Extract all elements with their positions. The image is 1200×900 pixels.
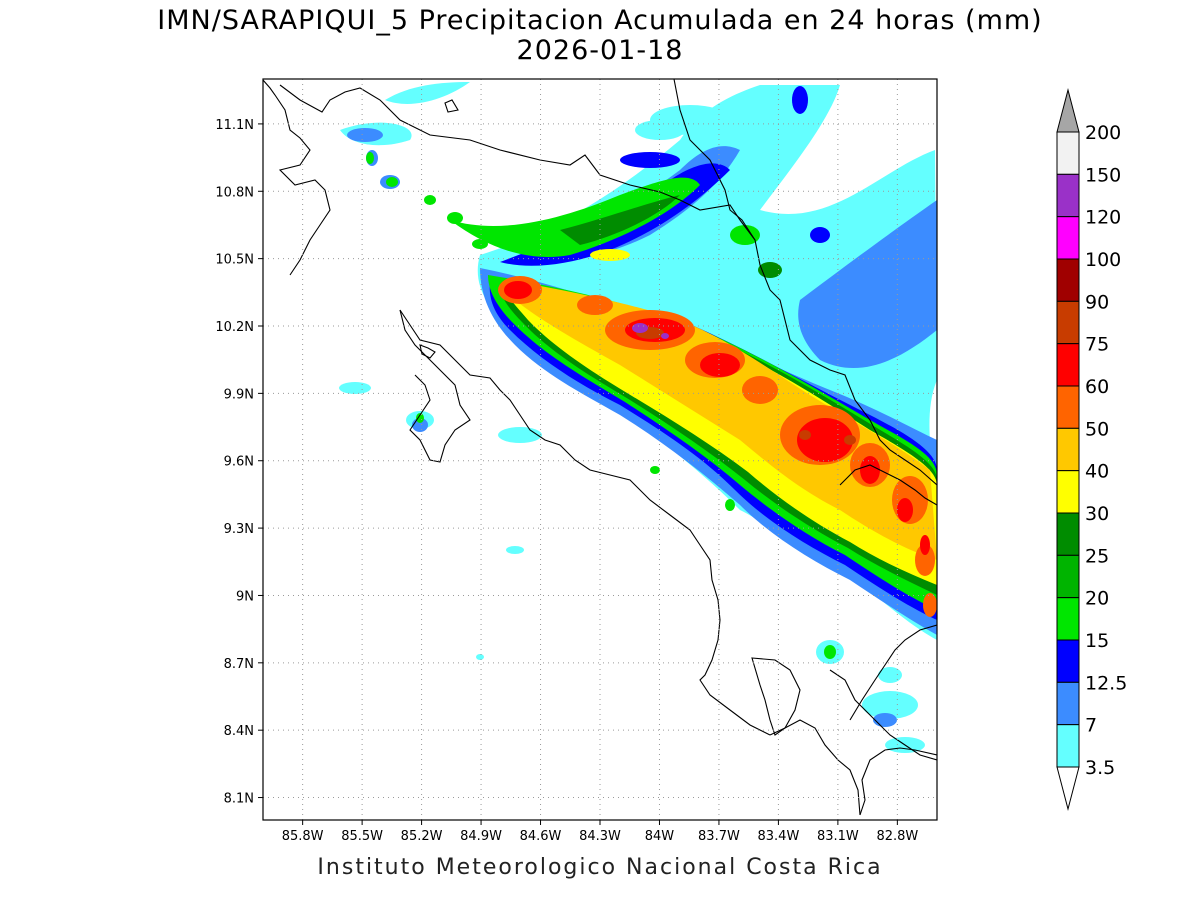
- colorbar-label: 30: [1085, 503, 1109, 525]
- y-tick-label: 8.4N: [224, 724, 254, 739]
- colorbar-label: 150: [1085, 164, 1121, 186]
- colorbar-label: 25: [1085, 545, 1109, 567]
- colorbar-label: 100: [1085, 249, 1121, 271]
- colorbar: 200 150 120 100 90 75 60 50 40 30 25 20 15 12.5 7 3.5: [1056, 88, 1127, 811]
- colorbar-bottom-arrow: [1056, 766, 1080, 811]
- x-tick-label: 84.9W: [460, 829, 502, 844]
- colorbar-swatch: [1056, 681, 1080, 726]
- colorbar-label: 200: [1085, 122, 1121, 144]
- precipitation-field: [339, 82, 937, 753]
- colorbar-label: 90: [1085, 291, 1109, 313]
- y-tick-label: 10.5N: [215, 253, 254, 268]
- y-tick-label: 9.9N: [224, 387, 254, 402]
- y-tick-label: 9N: [236, 589, 254, 604]
- colorbar-swatch: [1056, 131, 1080, 175]
- colorbar-label: 15: [1085, 630, 1109, 652]
- colorbar-swatch: [1056, 470, 1080, 514]
- colorbar-label: 7: [1085, 715, 1097, 737]
- colorbar-swatch: [1056, 258, 1080, 302]
- colorbar-label: 20: [1085, 588, 1109, 610]
- x-tick-label: 82.8W: [876, 829, 918, 844]
- colorbar-swatch: [1056, 173, 1080, 218]
- x-tick-label: 83.1W: [817, 829, 859, 844]
- y-axis: 11.1N 10.8N 10.5N 10.2N 9.9N 9.6N 9.3N 9N 8.7N 8.…: [215, 118, 263, 807]
- colorbar-label: 50: [1085, 418, 1109, 440]
- map-title: IMN/SARAPIQUI_5 Precipitacion Acumulada …: [157, 5, 1043, 36]
- colorbar-swatch: [1056, 597, 1080, 641]
- footer-credit: Instituto Meteorologico Nacional Costa R…: [317, 855, 883, 880]
- x-axis: 85.8W 85.5W 85.2W 84.9W 84.6W 84.3W 84W 83.7W 83…: [282, 820, 918, 844]
- colorbar-label: 40: [1085, 461, 1109, 483]
- y-tick-label: 8.7N: [224, 657, 254, 672]
- y-tick-label: 10.2N: [215, 320, 254, 335]
- colorbar-swatch: [1056, 554, 1080, 599]
- x-tick-label: 84.3W: [579, 829, 621, 844]
- x-tick-label: 85.2W: [401, 829, 443, 844]
- colorbar-swatch: [1056, 724, 1080, 768]
- x-tick-label: 85.5W: [341, 829, 383, 844]
- x-tick-label: 85.8W: [282, 829, 324, 844]
- coastlines: [263, 79, 937, 816]
- colorbar-swatch: [1056, 385, 1080, 429]
- colorbar-swatch: [1056, 639, 1080, 683]
- colorbar-label: 120: [1085, 207, 1121, 229]
- colorbar-label: 75: [1085, 334, 1109, 356]
- colorbar-swatch: [1056, 427, 1080, 472]
- x-tick-label: 83.4W: [758, 829, 800, 844]
- colorbar-swatch: [1056, 300, 1080, 345]
- y-tick-label: 9.6N: [224, 455, 254, 470]
- colorbar-swatch: [1056, 343, 1080, 387]
- grid-lines: [263, 79, 937, 820]
- y-tick-label: 10.8N: [215, 185, 254, 200]
- colorbar-label: 12.5: [1085, 672, 1127, 694]
- x-tick-label: 84W: [645, 829, 675, 844]
- colorbar-top-arrow: [1056, 88, 1080, 133]
- colorbar-label: 60: [1085, 376, 1109, 398]
- colorbar-label: 3.5: [1085, 757, 1115, 779]
- x-tick-label: 84.6W: [520, 829, 562, 844]
- colorbar-swatch: [1056, 216, 1080, 260]
- colorbar-swatch: [1056, 512, 1080, 556]
- y-tick-label: 8.1N: [224, 792, 254, 807]
- y-tick-label: 9.3N: [224, 522, 254, 537]
- x-tick-label: 83.7W: [698, 829, 740, 844]
- y-tick-label: 11.1N: [215, 118, 254, 133]
- map-date: 2026-01-18: [516, 35, 684, 66]
